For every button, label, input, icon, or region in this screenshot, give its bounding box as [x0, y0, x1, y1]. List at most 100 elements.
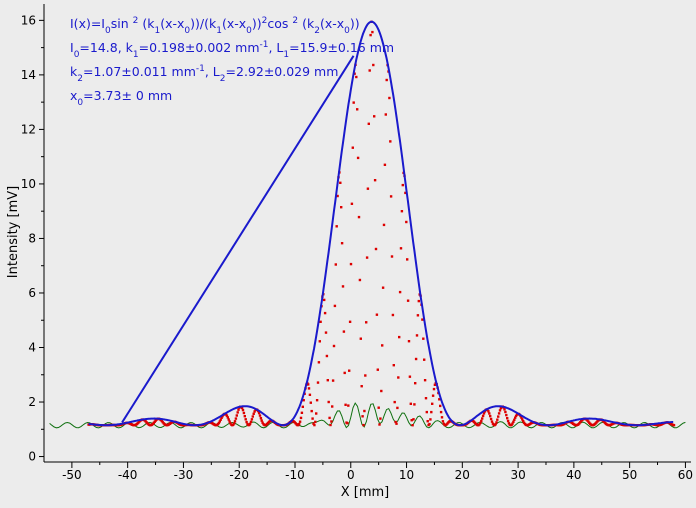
data-point — [498, 409, 502, 412]
data-point — [245, 420, 248, 424]
data-point — [438, 398, 441, 401]
data-point — [506, 417, 509, 420]
data-point — [319, 320, 322, 323]
data-point — [507, 422, 511, 425]
data-point — [376, 368, 379, 371]
x-axis-label: X [mm] — [341, 485, 390, 500]
data-point — [479, 421, 482, 425]
data-point — [339, 181, 342, 184]
data-point — [399, 247, 403, 250]
data-point — [308, 393, 312, 396]
data-point — [331, 379, 335, 382]
data-point — [358, 278, 362, 282]
data-point — [311, 417, 314, 420]
data-point — [300, 411, 304, 414]
envelope-curve — [88, 20, 674, 427]
data-point — [362, 423, 365, 427]
data-point — [346, 422, 349, 425]
data-point — [348, 369, 351, 372]
data-point — [360, 385, 363, 388]
data-point — [353, 72, 356, 75]
x-tick-label: 30 — [510, 468, 525, 482]
data-point — [496, 418, 499, 421]
data-point — [335, 225, 338, 228]
x-tick-label: -20 — [229, 468, 249, 482]
data-point — [355, 75, 358, 79]
data-point — [396, 406, 399, 410]
data-point — [347, 404, 350, 407]
data-point — [307, 387, 311, 390]
data-point — [344, 403, 347, 406]
data-point — [368, 69, 371, 72]
fit-params-line-2: k2=1.07±0.011 mm-1, L2=2.92±0.029 mm — [70, 64, 338, 84]
data-point — [487, 410, 490, 413]
data-point — [226, 416, 229, 419]
data-point — [244, 418, 247, 421]
data-point — [393, 400, 396, 404]
data-point — [307, 383, 310, 386]
data-point — [365, 321, 368, 324]
data-point — [314, 420, 317, 424]
data-point — [514, 416, 517, 419]
data-point — [326, 379, 329, 382]
data-point — [424, 397, 428, 400]
data-point — [352, 101, 355, 104]
data-point — [514, 414, 518, 418]
data-point — [422, 337, 425, 340]
data-point — [416, 314, 420, 317]
data-point — [488, 412, 491, 415]
data-point — [369, 33, 372, 37]
fit-annotation: I(x)=I0sin 2 (k1(x-x0))/(k1(x-x0))2cos 2… — [70, 16, 394, 108]
data-point — [316, 381, 320, 384]
data-point — [253, 410, 256, 413]
y-tick-label: 10 — [21, 177, 36, 191]
data-point — [389, 140, 392, 143]
data-point — [381, 344, 384, 347]
plot-layer — [49, 20, 686, 429]
data-point — [481, 417, 484, 420]
data-point — [383, 163, 387, 166]
x-tick-label: 50 — [622, 468, 637, 482]
data-point — [377, 406, 380, 409]
data-point — [506, 419, 510, 423]
data-point — [394, 420, 397, 424]
data-point — [298, 422, 301, 426]
data-point — [260, 419, 263, 422]
data-point — [494, 423, 497, 426]
data-point — [241, 408, 245, 412]
data-point — [513, 418, 516, 421]
data-point — [242, 411, 246, 415]
data-point — [371, 30, 374, 34]
data-point — [228, 420, 231, 423]
data-point — [672, 424, 676, 427]
data-point — [395, 422, 398, 425]
data-point — [227, 418, 230, 421]
data-point — [431, 402, 434, 405]
data-point — [367, 122, 370, 125]
data-point — [252, 412, 255, 415]
data-point — [240, 406, 244, 410]
data-point — [497, 412, 501, 415]
data-point — [259, 417, 263, 420]
data-point — [235, 414, 238, 417]
data-point — [323, 311, 327, 315]
data-point — [505, 413, 508, 417]
data-point — [302, 399, 305, 402]
data-point — [333, 304, 337, 308]
data-point — [365, 256, 369, 259]
data-point — [392, 364, 395, 367]
data-point — [409, 402, 412, 405]
data-point — [343, 371, 346, 375]
x-tick-label: -40 — [118, 468, 138, 482]
data-point — [489, 414, 492, 418]
x-tick-label: -10 — [285, 468, 305, 482]
data-point — [478, 423, 481, 426]
data-point — [359, 337, 362, 340]
data-point — [325, 354, 329, 358]
data-point — [310, 409, 313, 413]
data-point — [520, 416, 523, 419]
data-point — [236, 411, 239, 414]
data-point — [587, 420, 590, 423]
y-axis-label: Intensity [mV] — [6, 186, 21, 278]
data-point — [385, 78, 388, 82]
